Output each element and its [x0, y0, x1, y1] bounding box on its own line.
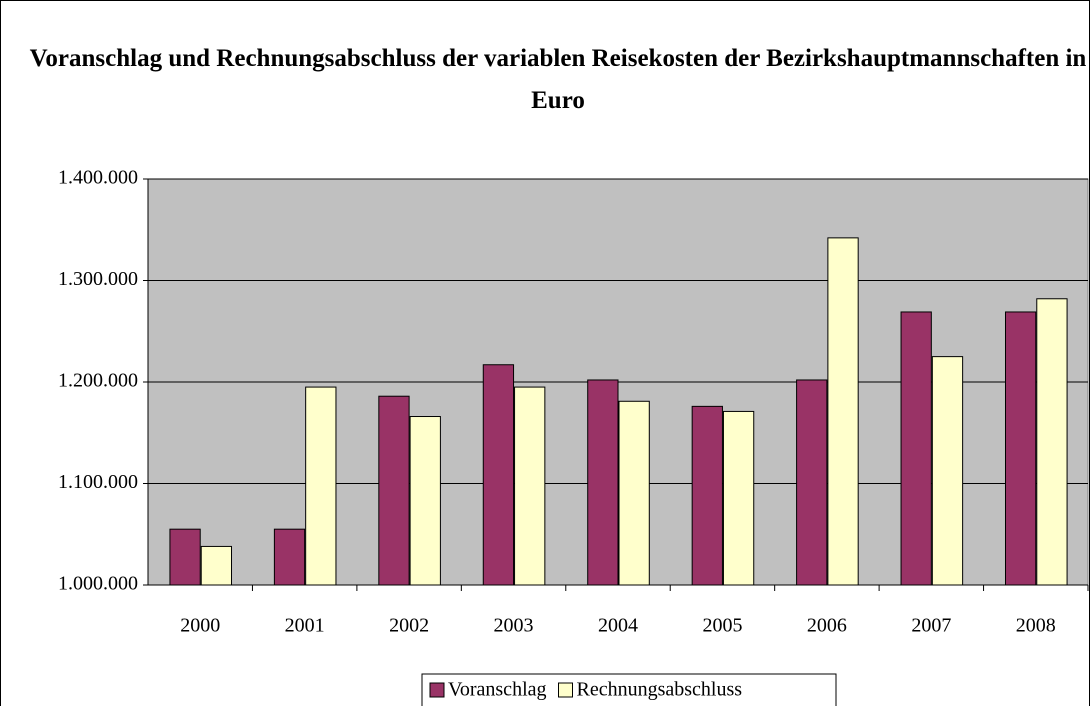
bar [482, 364, 515, 586]
legend-swatch [429, 682, 445, 698]
x-tick-label: 2008 [1016, 615, 1056, 637]
bar [618, 400, 650, 586]
bar [409, 416, 441, 586]
x-tick-label: 2003 [494, 615, 534, 637]
bar [587, 379, 619, 586]
bar [200, 545, 233, 586]
bar [305, 386, 337, 586]
x-tick-label: 2004 [598, 615, 638, 637]
bar [827, 237, 859, 586]
bar [273, 528, 306, 586]
bar [691, 405, 723, 586]
bar [722, 410, 755, 586]
bar [900, 311, 932, 586]
y-tick-label: 1.300.000 [58, 268, 138, 290]
bar [169, 528, 201, 586]
y-tick-label: 1.100.000 [58, 471, 138, 493]
x-tick-label: 2000 [180, 615, 220, 637]
bar [931, 356, 964, 586]
y-tick-label: 1.400.000 [58, 167, 138, 189]
legend-swatch [558, 682, 573, 698]
x-tick-label: 2002 [389, 615, 429, 637]
x-tick-label: 2007 [911, 615, 951, 637]
chart-title: Voranschlag und Rechnungsabschluss der v… [30, 45, 1087, 114]
bar [1004, 311, 1037, 586]
x-tick-label: 2001 [285, 615, 325, 637]
x-tick-label: 2006 [807, 615, 847, 637]
legend-label: Rechnungsabschluss [577, 679, 743, 701]
bar [796, 379, 828, 586]
bar [1036, 298, 1068, 586]
legend-box [421, 673, 837, 706]
y-tick-label: 1.000.000 [58, 573, 138, 595]
bar [514, 386, 546, 586]
legend-label: Voranschlag [448, 679, 547, 701]
bar [378, 395, 410, 586]
y-tick-label: 1.200.000 [58, 370, 138, 392]
x-tick-label: 2005 [702, 615, 742, 637]
